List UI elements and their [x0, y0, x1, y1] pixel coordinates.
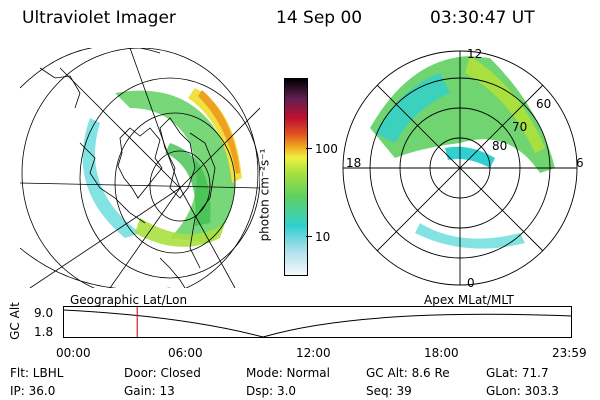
- colorbar-tick-100: 100: [315, 142, 338, 156]
- altitude-ytick-low: 1.8: [34, 325, 54, 339]
- glon-info: GLon: 303.3: [486, 384, 559, 398]
- colorbar-tick-10: 10: [315, 230, 331, 244]
- lat-label-70: 70: [512, 120, 528, 134]
- seq-info: Seq: 39: [366, 384, 412, 398]
- altitude-xtick-4: 23:59: [552, 346, 587, 360]
- altitude-curve: [63, 309, 572, 338]
- altitude-xtick-2: 12:00: [296, 346, 331, 360]
- lat-label-60: 60: [536, 97, 552, 111]
- altitude-xtick-1: 06:00: [168, 346, 203, 360]
- apex-map-label: Apex MLat/MLT: [424, 293, 514, 307]
- aurora-emission-geographic: [82, 88, 242, 247]
- dsp-info: Dsp: 3.0: [246, 384, 297, 398]
- date-label: 14 Sep 00: [276, 8, 363, 28]
- gc-alt-info: GC Alt: 8.6 Re: [366, 366, 450, 380]
- ip-info: IP: 36.0: [10, 384, 56, 398]
- mlt-label-bottom: 0: [467, 276, 475, 290]
- mlt-label-left: 18: [346, 156, 362, 170]
- colorbar-tick-mark-10: [306, 236, 312, 237]
- geographic-map-label: Geographic Lat/Lon: [70, 293, 188, 307]
- colorbar: [284, 78, 308, 276]
- colorbar-unit-label: photon cm⁻²s⁻¹: [257, 148, 272, 242]
- mode-info: Mode: Normal: [246, 366, 330, 380]
- gain-info: Gain: 13: [124, 384, 175, 398]
- altitude-xtick-3: 18:00: [424, 346, 459, 360]
- polar-mlt-plot: [342, 50, 578, 286]
- filter-info: Flt: LBHL: [10, 366, 64, 380]
- door-info: Door: Closed: [124, 366, 201, 380]
- lat-label-80: 80: [492, 139, 508, 153]
- altitude-ytick-high: 9.0: [34, 306, 54, 320]
- mlt-label-top: 12: [467, 47, 483, 61]
- altitude-plot: [63, 306, 572, 338]
- time-label: 03:30:47 UT: [430, 8, 535, 28]
- aurora-emission-polar: [370, 56, 555, 249]
- altitude-axis-label: GC Alt: [7, 302, 22, 340]
- altitude-xtick-0: 00:00: [56, 346, 91, 360]
- mlt-label-right: 6: [576, 156, 584, 170]
- instrument-title: Ultraviolet Imager: [22, 8, 176, 28]
- colorbar-tick-mark-100: [306, 148, 312, 149]
- glat-info: GLat: 71.7: [486, 366, 549, 380]
- geographic-map: [20, 48, 260, 288]
